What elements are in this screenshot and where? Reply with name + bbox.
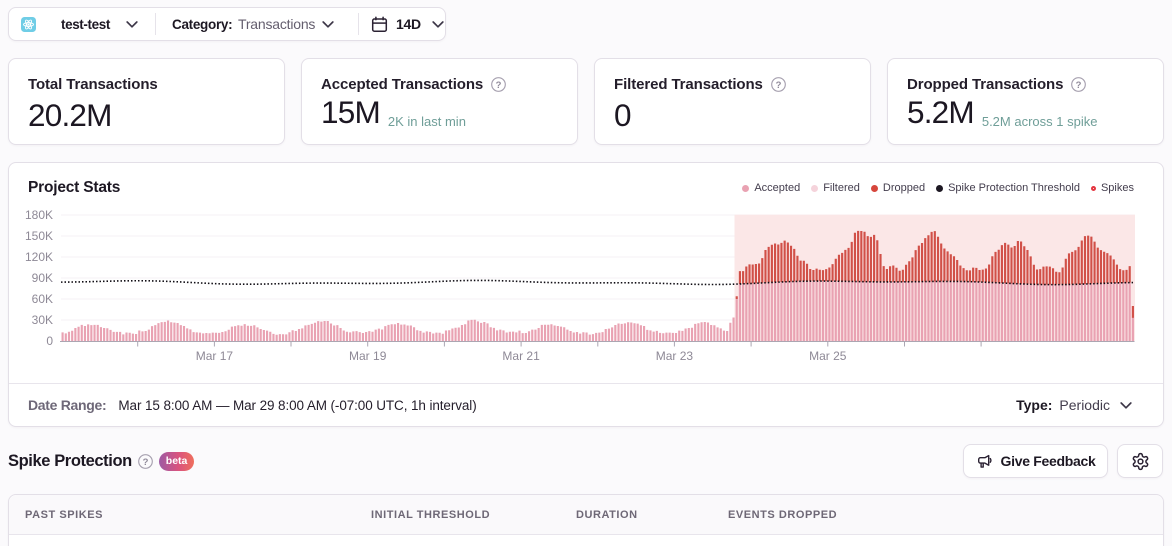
svg-text:0: 0	[46, 334, 53, 348]
svg-text:90K: 90K	[32, 271, 53, 285]
svg-text:180K: 180K	[25, 208, 53, 222]
svg-text:?: ?	[142, 457, 148, 468]
svg-text:?: ?	[775, 80, 781, 91]
svg-text:Mar 23: Mar 23	[656, 349, 694, 363]
svg-text:Mar 25: Mar 25	[809, 349, 847, 363]
svg-text:?: ?	[1076, 80, 1082, 91]
svg-text:120K: 120K	[25, 250, 53, 264]
svg-text:Mar 17: Mar 17	[196, 349, 234, 363]
svg-text:60K: 60K	[32, 292, 53, 306]
svg-text:Mar 19: Mar 19	[349, 349, 387, 363]
svg-text:30K: 30K	[32, 313, 53, 327]
svg-text:?: ?	[496, 80, 502, 91]
svg-text:150K: 150K	[25, 229, 53, 243]
svg-text:Mar 21: Mar 21	[502, 349, 540, 363]
